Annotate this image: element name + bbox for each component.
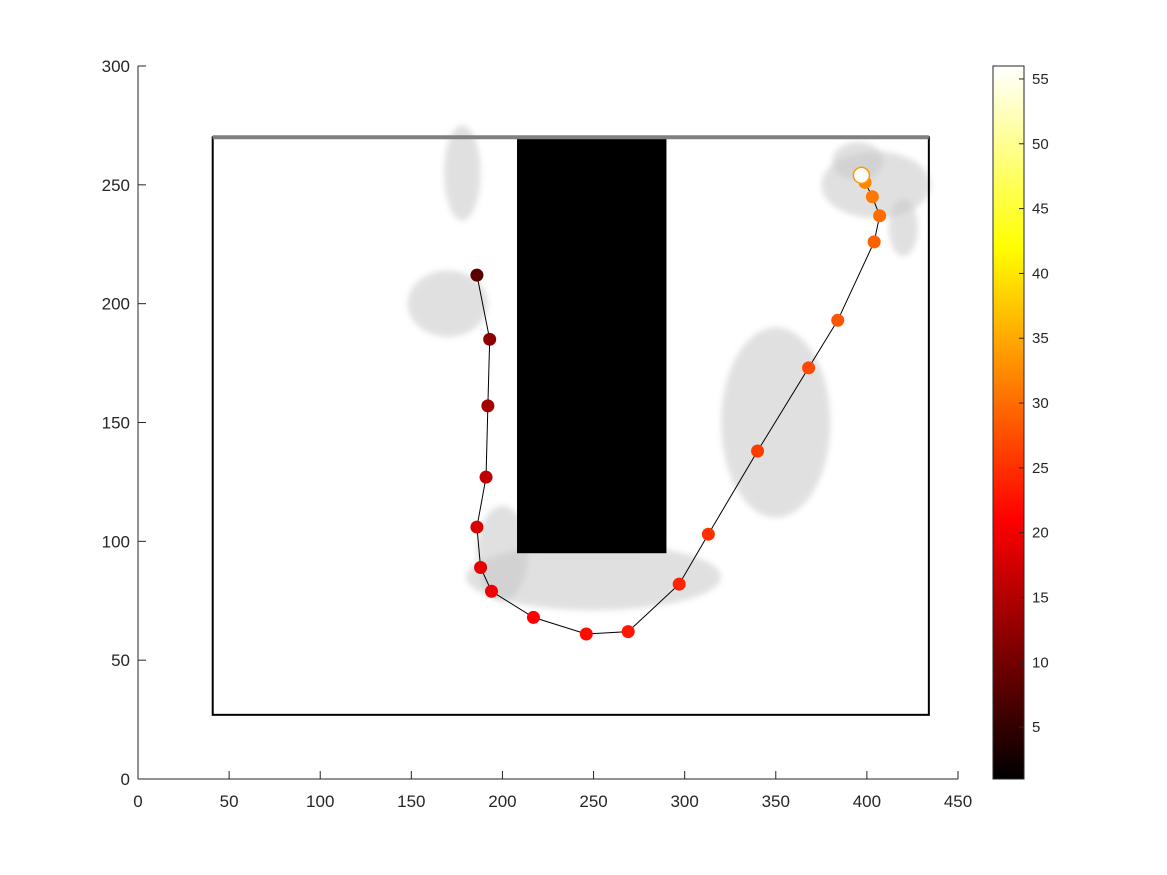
map-shade xyxy=(832,142,884,181)
obstacle xyxy=(517,137,667,554)
trajectory-point xyxy=(470,268,484,282)
trajectory-point xyxy=(483,332,497,346)
trajectory-point xyxy=(621,625,635,639)
x-tick-label: 300 xyxy=(670,792,698,811)
plot-axes: 0 50 100 150 200 250 300 350 400 450 0 50 100 150 200… xyxy=(102,57,973,811)
map-shade xyxy=(476,505,528,601)
x-tick-label: 350 xyxy=(762,792,790,811)
trajectory-point xyxy=(867,235,881,249)
y-tick-label: 200 xyxy=(102,295,130,314)
trajectory-point xyxy=(579,627,593,641)
trajectory-point xyxy=(481,399,495,413)
trajectory xyxy=(470,166,887,641)
map-shade xyxy=(444,125,481,221)
colorbar-tick-label: 30 xyxy=(1032,395,1049,412)
trajectory-point xyxy=(865,190,879,204)
x-tick-label: 250 xyxy=(579,792,607,811)
trajectory-point xyxy=(831,313,845,327)
colorbar-tick-label: 25 xyxy=(1032,460,1049,477)
y-tick-label: 0 xyxy=(121,770,130,789)
y-tick-label: 250 xyxy=(102,176,130,195)
trajectory-point xyxy=(751,444,765,458)
x-tick-label: 200 xyxy=(488,792,516,811)
trajectory-point xyxy=(479,470,493,484)
map-shade xyxy=(466,543,722,611)
colorbar-tick-label: 55 xyxy=(1032,71,1049,88)
x-ticks: 0 50 100 150 200 250 300 350 400 450 xyxy=(133,771,972,811)
trajectory-point xyxy=(873,209,887,223)
colorbar-gradient xyxy=(992,65,1025,780)
colorbar-tick-label: 20 xyxy=(1032,525,1049,542)
trajectory-point xyxy=(672,577,686,591)
x-tick-label: 450 xyxy=(944,792,972,811)
colorbar-tick-label: 5 xyxy=(1032,719,1040,736)
colorbar: 5 10 15 20 25 30 35 40 45 50 55 xyxy=(992,65,1049,780)
colorbar-tick-label: 35 xyxy=(1032,330,1049,347)
map-shade xyxy=(888,199,918,257)
trajectory-point xyxy=(852,166,871,185)
trajectory-point xyxy=(526,610,540,624)
y-ticks: 0 50 100 150 200 250 300 xyxy=(102,57,146,789)
x-tick-label: 150 xyxy=(397,792,425,811)
x-tick-label: 100 xyxy=(306,792,334,811)
colorbar-ticks: 5 10 15 20 25 30 35 40 45 50 55 xyxy=(1019,71,1049,736)
colorbar-tick-label: 10 xyxy=(1032,654,1049,671)
colorbar-tick-label: 45 xyxy=(1032,201,1049,218)
trajectory-point xyxy=(470,520,484,534)
background-map xyxy=(211,125,931,716)
trajectory-point xyxy=(474,560,488,574)
map-shade xyxy=(407,270,488,337)
x-tick-label: 50 xyxy=(220,792,239,811)
y-tick-label: 100 xyxy=(102,532,130,551)
colorbar-tick-label: 50 xyxy=(1032,136,1049,153)
trajectory-point xyxy=(802,361,816,375)
colorbar-tick-label: 15 xyxy=(1032,590,1049,607)
x-tick-label: 400 xyxy=(853,792,881,811)
y-tick-label: 150 xyxy=(102,414,130,433)
y-tick-label: 300 xyxy=(102,57,130,76)
trajectory-point xyxy=(701,527,715,541)
map-shade xyxy=(721,327,831,518)
x-tick-label: 0 xyxy=(133,792,142,811)
trajectory-point xyxy=(485,584,499,598)
y-tick-label: 50 xyxy=(111,651,130,670)
colorbar-tick-label: 40 xyxy=(1032,265,1049,282)
